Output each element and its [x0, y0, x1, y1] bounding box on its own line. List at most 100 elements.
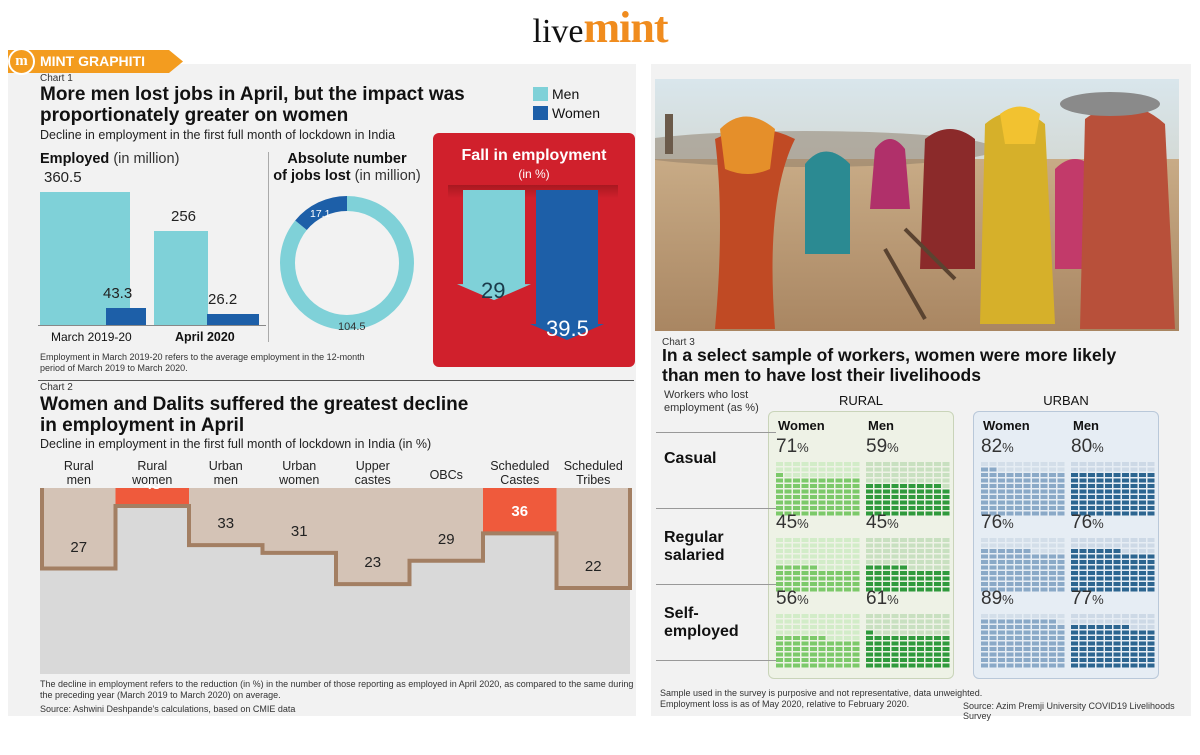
- waffle-cell: [1130, 652, 1138, 657]
- waffle-cell: [900, 478, 907, 483]
- donut-slice-women: [295, 196, 347, 231]
- waffle-cell: [818, 489, 826, 494]
- waffle-cell: [1032, 658, 1039, 662]
- waffle-cell: [1023, 614, 1031, 618]
- waffle-cell: [801, 641, 809, 646]
- legend-women-swatch: [533, 106, 548, 120]
- waffle-cell: [801, 619, 809, 624]
- waffle-cell: [925, 663, 933, 668]
- chart2-value-label: 33: [217, 515, 235, 533]
- waffle-cell: [835, 641, 843, 646]
- waffle-cell: [1079, 484, 1087, 488]
- waffle-cell: [1032, 619, 1039, 624]
- waffle-cell: [1023, 658, 1031, 662]
- chart3-percent-sign: %: [1092, 516, 1104, 531]
- waffle-cell: [1088, 462, 1095, 466]
- chart2-bar: [42, 488, 116, 569]
- waffle-cell: [925, 478, 933, 483]
- waffle-cell: [934, 478, 941, 483]
- waffle-cell: [1105, 571, 1112, 575]
- waffle-cell: [1071, 543, 1078, 548]
- chart1-footnote-line2: period of March 2019 to March 2020.: [40, 363, 188, 373]
- waffle-cell: [1088, 473, 1095, 477]
- waffle-cell: [1023, 478, 1031, 483]
- waffle-cell: [998, 478, 1005, 483]
- waffle-cell: [1147, 506, 1155, 510]
- waffle-cell: [852, 652, 860, 657]
- bar-women-march: [106, 308, 146, 325]
- waffle-cell: [998, 506, 1005, 510]
- waffle-cell: [793, 652, 800, 657]
- waffle-cell: [1006, 549, 1014, 553]
- waffle-cell: [1105, 478, 1112, 483]
- waffle-cell: [1032, 641, 1039, 646]
- waffle-cell: [1057, 576, 1065, 581]
- waffle-cell: [900, 652, 907, 657]
- chart2-category-label: Urban men: [189, 459, 263, 487]
- waffle-cell: [1049, 467, 1056, 472]
- waffle-cell: [1071, 625, 1078, 629]
- waffle-cell: [852, 663, 860, 668]
- waffle-cell: [1130, 636, 1138, 640]
- chart3-waffle: [1071, 462, 1155, 516]
- waffle-cell: [1006, 462, 1014, 466]
- waffle-cell: [1113, 543, 1121, 548]
- fall-value-men: 29: [481, 278, 506, 303]
- waffle-cell: [1122, 549, 1129, 553]
- waffle-cell: [866, 560, 873, 564]
- waffle-cell: [818, 652, 826, 657]
- waffle-cell: [1040, 658, 1048, 662]
- waffle-cell: [900, 658, 907, 662]
- waffle-cell: [917, 571, 924, 575]
- waffle-cell: [934, 511, 941, 516]
- employed-title: Employed (in million): [40, 151, 179, 167]
- waffle-cell: [784, 571, 792, 575]
- waffle-cell: [1071, 565, 1078, 570]
- waffle-cell: [1130, 587, 1138, 592]
- waffle-cell: [1040, 571, 1048, 575]
- waffle-cell: [989, 630, 997, 635]
- chart2-footnote-line2: the preceding year (March 2019 to March …: [40, 690, 281, 700]
- waffle-cell: [1071, 538, 1078, 542]
- chart3-percent-label: 59%: [866, 436, 899, 458]
- waffle-cell: [827, 543, 834, 548]
- waffle-cell: [934, 630, 941, 635]
- waffle-cell: [1122, 511, 1129, 516]
- waffle-cell: [835, 619, 843, 624]
- waffle-cell: [1130, 500, 1138, 505]
- bar-men-april: [154, 230, 208, 325]
- chart3-percent-sign: %: [797, 592, 809, 607]
- waffle-cell: [827, 647, 834, 651]
- waffle-cell: [1032, 636, 1039, 640]
- waffle-cell: [1049, 500, 1056, 505]
- waffle-cell: [1122, 565, 1129, 570]
- waffle-cell: [852, 587, 860, 592]
- chart1-title-line2: proportionately greater on women: [40, 105, 349, 126]
- waffle-cell: [1006, 576, 1014, 581]
- waffle-cell: [891, 560, 899, 564]
- waffle-cell: [891, 619, 899, 624]
- waffle-cell: [835, 554, 843, 559]
- waffle-cell: [1130, 630, 1138, 635]
- waffle-cell: [1122, 576, 1129, 581]
- waffle-cell: [925, 500, 933, 505]
- waffle-cell: [1113, 478, 1121, 483]
- waffle-cell: [818, 484, 826, 488]
- waffle-cell: [810, 647, 817, 651]
- waffle-cell: [1139, 630, 1146, 635]
- waffle-cell: [866, 543, 873, 548]
- waffle-cell: [776, 587, 783, 592]
- waffle-cell: [1122, 647, 1129, 651]
- waffle-cell: [900, 630, 907, 635]
- waffle-cell: [981, 571, 988, 575]
- chart2-category-line1: Scheduled: [563, 459, 623, 473]
- waffle-cell: [942, 582, 950, 586]
- waffle-cell: [917, 565, 924, 570]
- waffle-cell: [1040, 565, 1048, 570]
- waffle-cell: [801, 636, 809, 640]
- waffle-cell: [942, 587, 950, 592]
- waffle-cell: [801, 489, 809, 494]
- waffle-cell: [998, 619, 1005, 624]
- waffle-cell: [925, 647, 933, 651]
- waffle-cell: [942, 484, 950, 488]
